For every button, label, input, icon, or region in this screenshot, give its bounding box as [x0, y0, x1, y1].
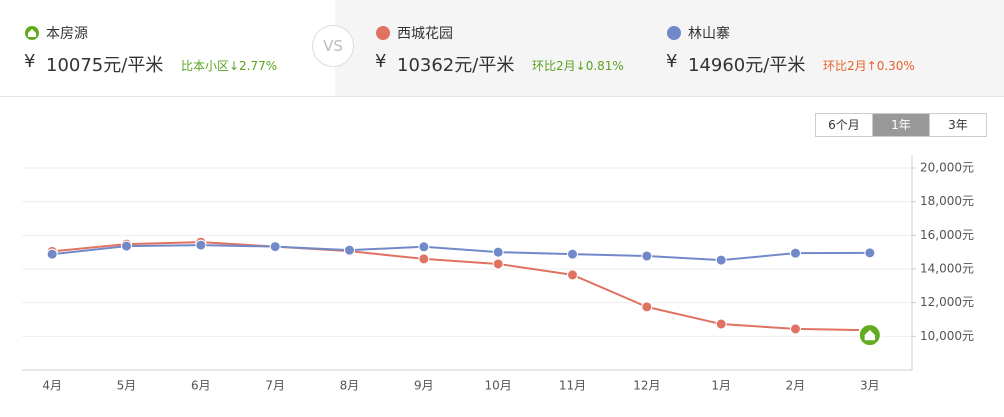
data-point — [269, 241, 281, 253]
legend-name: 西城花园 — [397, 26, 453, 42]
x-tick-label: 10月 — [485, 379, 512, 393]
y-tick-label: 12,000元 — [920, 295, 974, 309]
price: 10075元/平米 — [46, 55, 164, 76]
change: 比本小区↓2.77% — [181, 59, 278, 73]
change: 环比2月↓0.81% — [532, 59, 624, 73]
range-button[interactable]: 6个月 — [828, 118, 860, 132]
legend-icon — [667, 26, 681, 40]
vs-badge: VS — [312, 25, 354, 67]
house-marker — [857, 323, 882, 348]
x-tick-label: 5月 — [117, 379, 137, 393]
data-point — [418, 241, 430, 253]
data-point — [195, 239, 207, 251]
y-tick-label: 18,000元 — [920, 194, 974, 208]
data-point — [790, 247, 801, 259]
data-point — [492, 246, 504, 258]
data-point — [418, 253, 430, 265]
range-button[interactable]: 1年 — [872, 114, 929, 136]
data-point — [715, 254, 727, 266]
x-tick-label: 2月 — [786, 379, 806, 393]
x-tick-label: 7月 — [265, 379, 285, 393]
x-tick-label: 11月 — [559, 379, 586, 393]
data-point — [567, 269, 578, 281]
legend-name: 林山寨 — [688, 26, 730, 42]
data-point — [46, 248, 58, 260]
house-icon — [864, 329, 876, 341]
price: 14960元/平米 — [688, 55, 806, 76]
change: 环比2月↑0.30% — [823, 59, 915, 73]
data-point — [121, 240, 132, 252]
price: 10362元/平米 — [397, 55, 515, 76]
y-tick-label: 16,000元 — [920, 228, 974, 242]
x-tick-label: 4月 — [42, 379, 62, 393]
legend-name: 本房源 — [46, 26, 88, 42]
data-point — [790, 323, 801, 335]
data-point — [641, 250, 653, 262]
x-tick-label: 1月 — [711, 379, 731, 393]
currency: ¥ — [375, 51, 387, 72]
x-tick-label: 12月 — [633, 379, 660, 393]
range-button[interactable]: 3年 — [929, 114, 986, 136]
x-tick-label: 8月 — [340, 379, 360, 393]
data-point — [641, 301, 653, 313]
x-tick-label: 9月 — [414, 379, 434, 393]
currency: ¥ — [666, 51, 678, 72]
data-point — [492, 258, 504, 270]
x-tick-label: 3月 — [860, 379, 880, 393]
y-tick-label: 14,000元 — [920, 262, 974, 276]
legend-icon — [376, 26, 390, 40]
y-tick-label: 20,000元 — [920, 161, 974, 175]
compare-panel — [335, 0, 1004, 97]
currency: ¥ — [24, 51, 36, 72]
data-point — [567, 248, 578, 260]
data-point — [344, 244, 355, 256]
data-point — [715, 318, 727, 330]
house-icon — [28, 29, 36, 37]
y-tick-label: 10,000元 — [920, 329, 974, 343]
x-tick-label: 6月 — [191, 379, 211, 393]
data-point — [864, 247, 876, 259]
series-line — [52, 244, 870, 262]
series-line — [52, 241, 870, 332]
range-switch: 6个月 1年 3年 — [815, 113, 987, 137]
divider — [0, 96, 1004, 97]
